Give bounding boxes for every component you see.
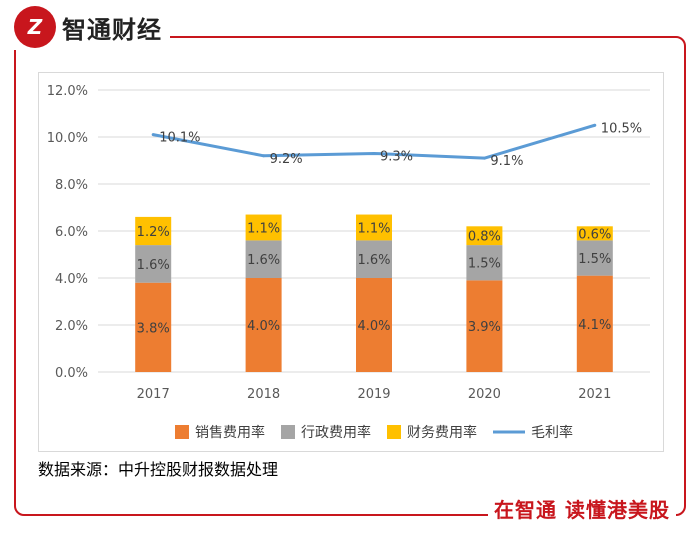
legend-swatch — [175, 425, 189, 439]
brand-slogan: 在智通 读懂港美股 — [488, 494, 676, 523]
bar-data-label: 1.6% — [137, 258, 170, 273]
bar-data-label: 4.0% — [357, 319, 390, 334]
bar-data-label: 1.2% — [137, 225, 170, 240]
bar-data-label: 1.5% — [578, 252, 611, 267]
line-data-label: 9.2% — [270, 152, 303, 167]
bar-data-label: 1.6% — [357, 253, 390, 268]
line-point — [151, 133, 155, 137]
bar — [576, 275, 613, 372]
bar — [356, 214, 392, 241]
y-tick-label: 6.0% — [55, 225, 88, 240]
line-point — [262, 154, 266, 158]
bar — [576, 226, 613, 241]
bar — [135, 216, 172, 246]
bar-data-label: 3.9% — [468, 320, 501, 335]
line-data-label: 10.5% — [601, 121, 642, 136]
y-tick-label: 4.0% — [55, 272, 88, 287]
bar — [135, 245, 172, 283]
line-data-label: 9.1% — [490, 154, 523, 169]
line-data-label: 9.3% — [380, 149, 413, 164]
bar — [356, 278, 392, 372]
bar-data-label: 3.8% — [137, 321, 170, 336]
line-point — [372, 151, 376, 155]
bar-data-label: 1.1% — [247, 221, 280, 236]
y-tick-label: 0.0% — [55, 366, 88, 381]
bar — [245, 278, 282, 372]
bar — [466, 245, 503, 281]
bar — [466, 226, 503, 246]
legend-label: 销售费用率 — [195, 424, 265, 441]
brand-logo: Z 智通财经 — [10, 4, 170, 50]
legend-label: 行政费用率 — [301, 424, 371, 441]
legend-label: 财务费用率 — [407, 424, 477, 441]
zhitong-logo-icon: Z — [14, 6, 56, 48]
bar-data-label: 1.5% — [468, 257, 501, 272]
bar-data-label: 0.6% — [578, 227, 611, 242]
legend-swatch — [281, 425, 295, 439]
bar-data-label: 1.6% — [247, 253, 280, 268]
brand-name: 智通财经 — [62, 15, 162, 44]
x-tick-label: 2021 — [578, 387, 611, 402]
x-tick-label: 2020 — [468, 387, 501, 402]
bar — [356, 240, 392, 278]
report-frame — [14, 36, 686, 516]
data-source-note: 数据来源：中升控股财报数据处理 — [38, 460, 279, 479]
bar-data-label: 0.8% — [468, 230, 501, 245]
y-tick-label: 2.0% — [55, 319, 88, 334]
x-tick-label: 2018 — [247, 387, 280, 402]
bar — [135, 282, 172, 372]
bar — [245, 214, 282, 241]
x-tick-label: 2019 — [357, 387, 390, 402]
bar — [466, 280, 503, 372]
bar-data-label: 1.1% — [357, 221, 390, 236]
legend-swatch — [387, 425, 401, 439]
bar — [576, 240, 613, 276]
legend-label: 毛利率 — [531, 424, 573, 441]
x-tick-label: 2017 — [137, 387, 170, 402]
line-point — [593, 123, 597, 127]
bar-data-label: 4.1% — [578, 318, 611, 333]
y-tick-label: 12.0% — [47, 84, 88, 99]
line-point — [482, 156, 486, 160]
bar — [245, 240, 282, 278]
y-tick-label: 10.0% — [47, 131, 88, 146]
bar-data-label: 4.0% — [247, 319, 280, 334]
y-tick-label: 8.0% — [55, 178, 88, 193]
line-data-label: 10.1% — [159, 131, 200, 146]
